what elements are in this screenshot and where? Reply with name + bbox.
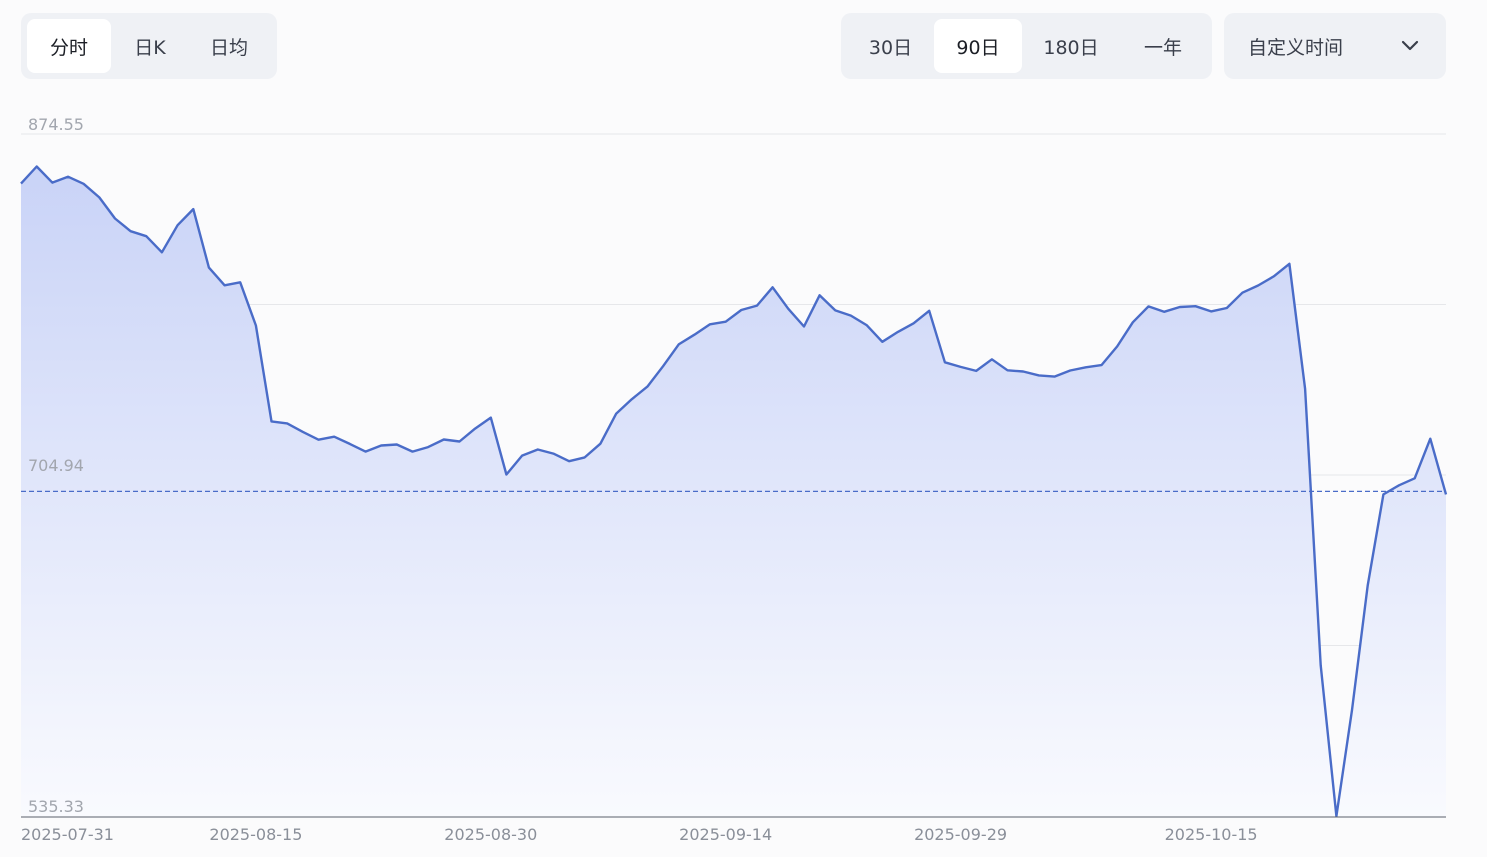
tab-30-days[interactable]: 30日 bbox=[868, 36, 913, 59]
tab-daily-k[interactable]: 日K bbox=[134, 36, 166, 59]
chart-type-tabs: 分时 日K 日均 bbox=[21, 13, 277, 79]
chevron-down-icon bbox=[1401, 40, 1419, 51]
range-tabs: 30日 90日 180日 一年 bbox=[841, 13, 1212, 79]
custom-time-dropdown[interactable]: 自定义时间 bbox=[1224, 13, 1446, 79]
x-tick-label: 2025-09-14 bbox=[679, 825, 772, 844]
x-tick-label: 2025-08-30 bbox=[444, 825, 537, 844]
tab-180-days[interactable]: 180日 bbox=[1043, 36, 1099, 59]
custom-time-label: 自定义时间 bbox=[1248, 36, 1344, 59]
x-tick-label: 2025-10-15 bbox=[1165, 825, 1258, 844]
y-tick-label: 535.33 bbox=[28, 797, 84, 816]
tab-daily-average[interactable]: 日均 bbox=[209, 36, 248, 59]
x-tick-label: 2025-09-29 bbox=[914, 825, 1007, 844]
tab-90-days[interactable]: 90日 bbox=[934, 19, 1022, 73]
tab-minute[interactable]: 分时 bbox=[27, 19, 111, 73]
y-tick-label: 704.94 bbox=[28, 456, 84, 475]
tab-one-year[interactable]: 一年 bbox=[1143, 36, 1182, 59]
x-tick-label: 2025-07-31 bbox=[21, 825, 114, 844]
y-tick-label: 874.55 bbox=[28, 115, 84, 134]
price-line bbox=[20, 165, 1448, 818]
x-tick-label: 2025-08-15 bbox=[209, 825, 302, 844]
